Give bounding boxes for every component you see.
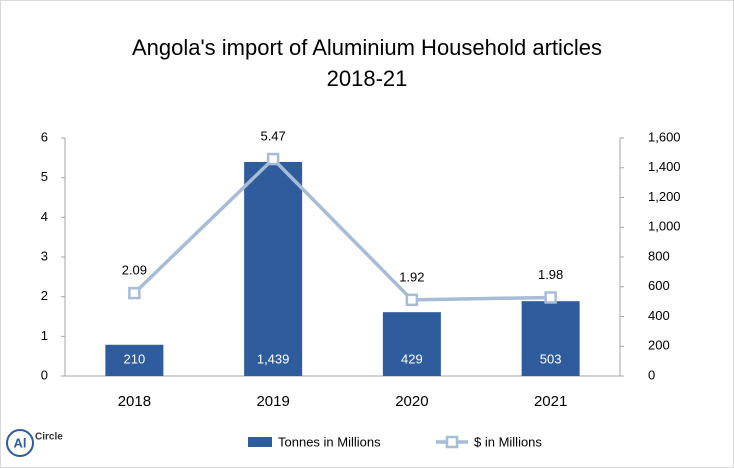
- logo-ring: [6, 429, 34, 457]
- y-tick-label: 6: [41, 129, 48, 144]
- line-marker: [544, 291, 557, 304]
- x-tick-label: 2021: [534, 393, 567, 410]
- line-value-label: 5.47: [260, 128, 285, 143]
- y2-tick-label: 200: [648, 338, 670, 353]
- line-value-label: 2.09: [122, 263, 147, 278]
- y-tick-label: 0: [41, 367, 48, 382]
- y-tick-label: 2: [41, 288, 48, 303]
- y-tick-label: 5: [41, 169, 48, 184]
- bar: [521, 301, 580, 376]
- logo-mark: Al: [14, 435, 27, 450]
- x-tick-label: 2018: [118, 393, 151, 410]
- y-tick-label: 1: [41, 328, 48, 343]
- y2-tick-label: 1,400: [648, 159, 681, 174]
- line-value-label: 1.92: [399, 269, 424, 284]
- y2-tick-label: 600: [648, 278, 670, 293]
- x-tick-label: 2019: [256, 393, 289, 410]
- bar-value-label: 503: [540, 351, 562, 366]
- y2-tick-label: 800: [648, 248, 670, 263]
- legend-label: $ in Millions: [474, 434, 542, 449]
- bar-value-label: 210: [124, 351, 146, 366]
- legend-swatch: [445, 435, 459, 449]
- logo-name: Circle: [35, 432, 63, 443]
- y2-tick-label: 1,600: [648, 129, 681, 144]
- bar: [105, 344, 164, 376]
- line-marker: [405, 293, 419, 307]
- x-tick-label: 2020: [395, 393, 428, 410]
- y-tick-label: 4: [41, 209, 48, 224]
- bar: [382, 312, 441, 376]
- line: [133, 156, 551, 302]
- line-marker: [128, 286, 141, 300]
- y2-tick-label: 1,200: [648, 189, 681, 204]
- legend-label: Tonnes in Millions: [278, 434, 381, 449]
- y2-tick-label: 400: [648, 308, 670, 323]
- y-tick-label: 3: [41, 248, 48, 263]
- legend-swatch: [248, 437, 272, 447]
- y2-tick-label: 1,000: [648, 219, 681, 234]
- bar: [244, 161, 303, 376]
- y2-tick-label: 0: [648, 367, 655, 382]
- chart-title: 2018-21: [327, 66, 408, 91]
- chart-title: Angola's import of Aluminium Household a…: [132, 35, 602, 60]
- bar-value-label: 1,439: [257, 351, 290, 366]
- line-marker: [266, 152, 280, 166]
- line-value-label: 1.98: [538, 267, 563, 282]
- bar-value-label: 429: [401, 351, 423, 366]
